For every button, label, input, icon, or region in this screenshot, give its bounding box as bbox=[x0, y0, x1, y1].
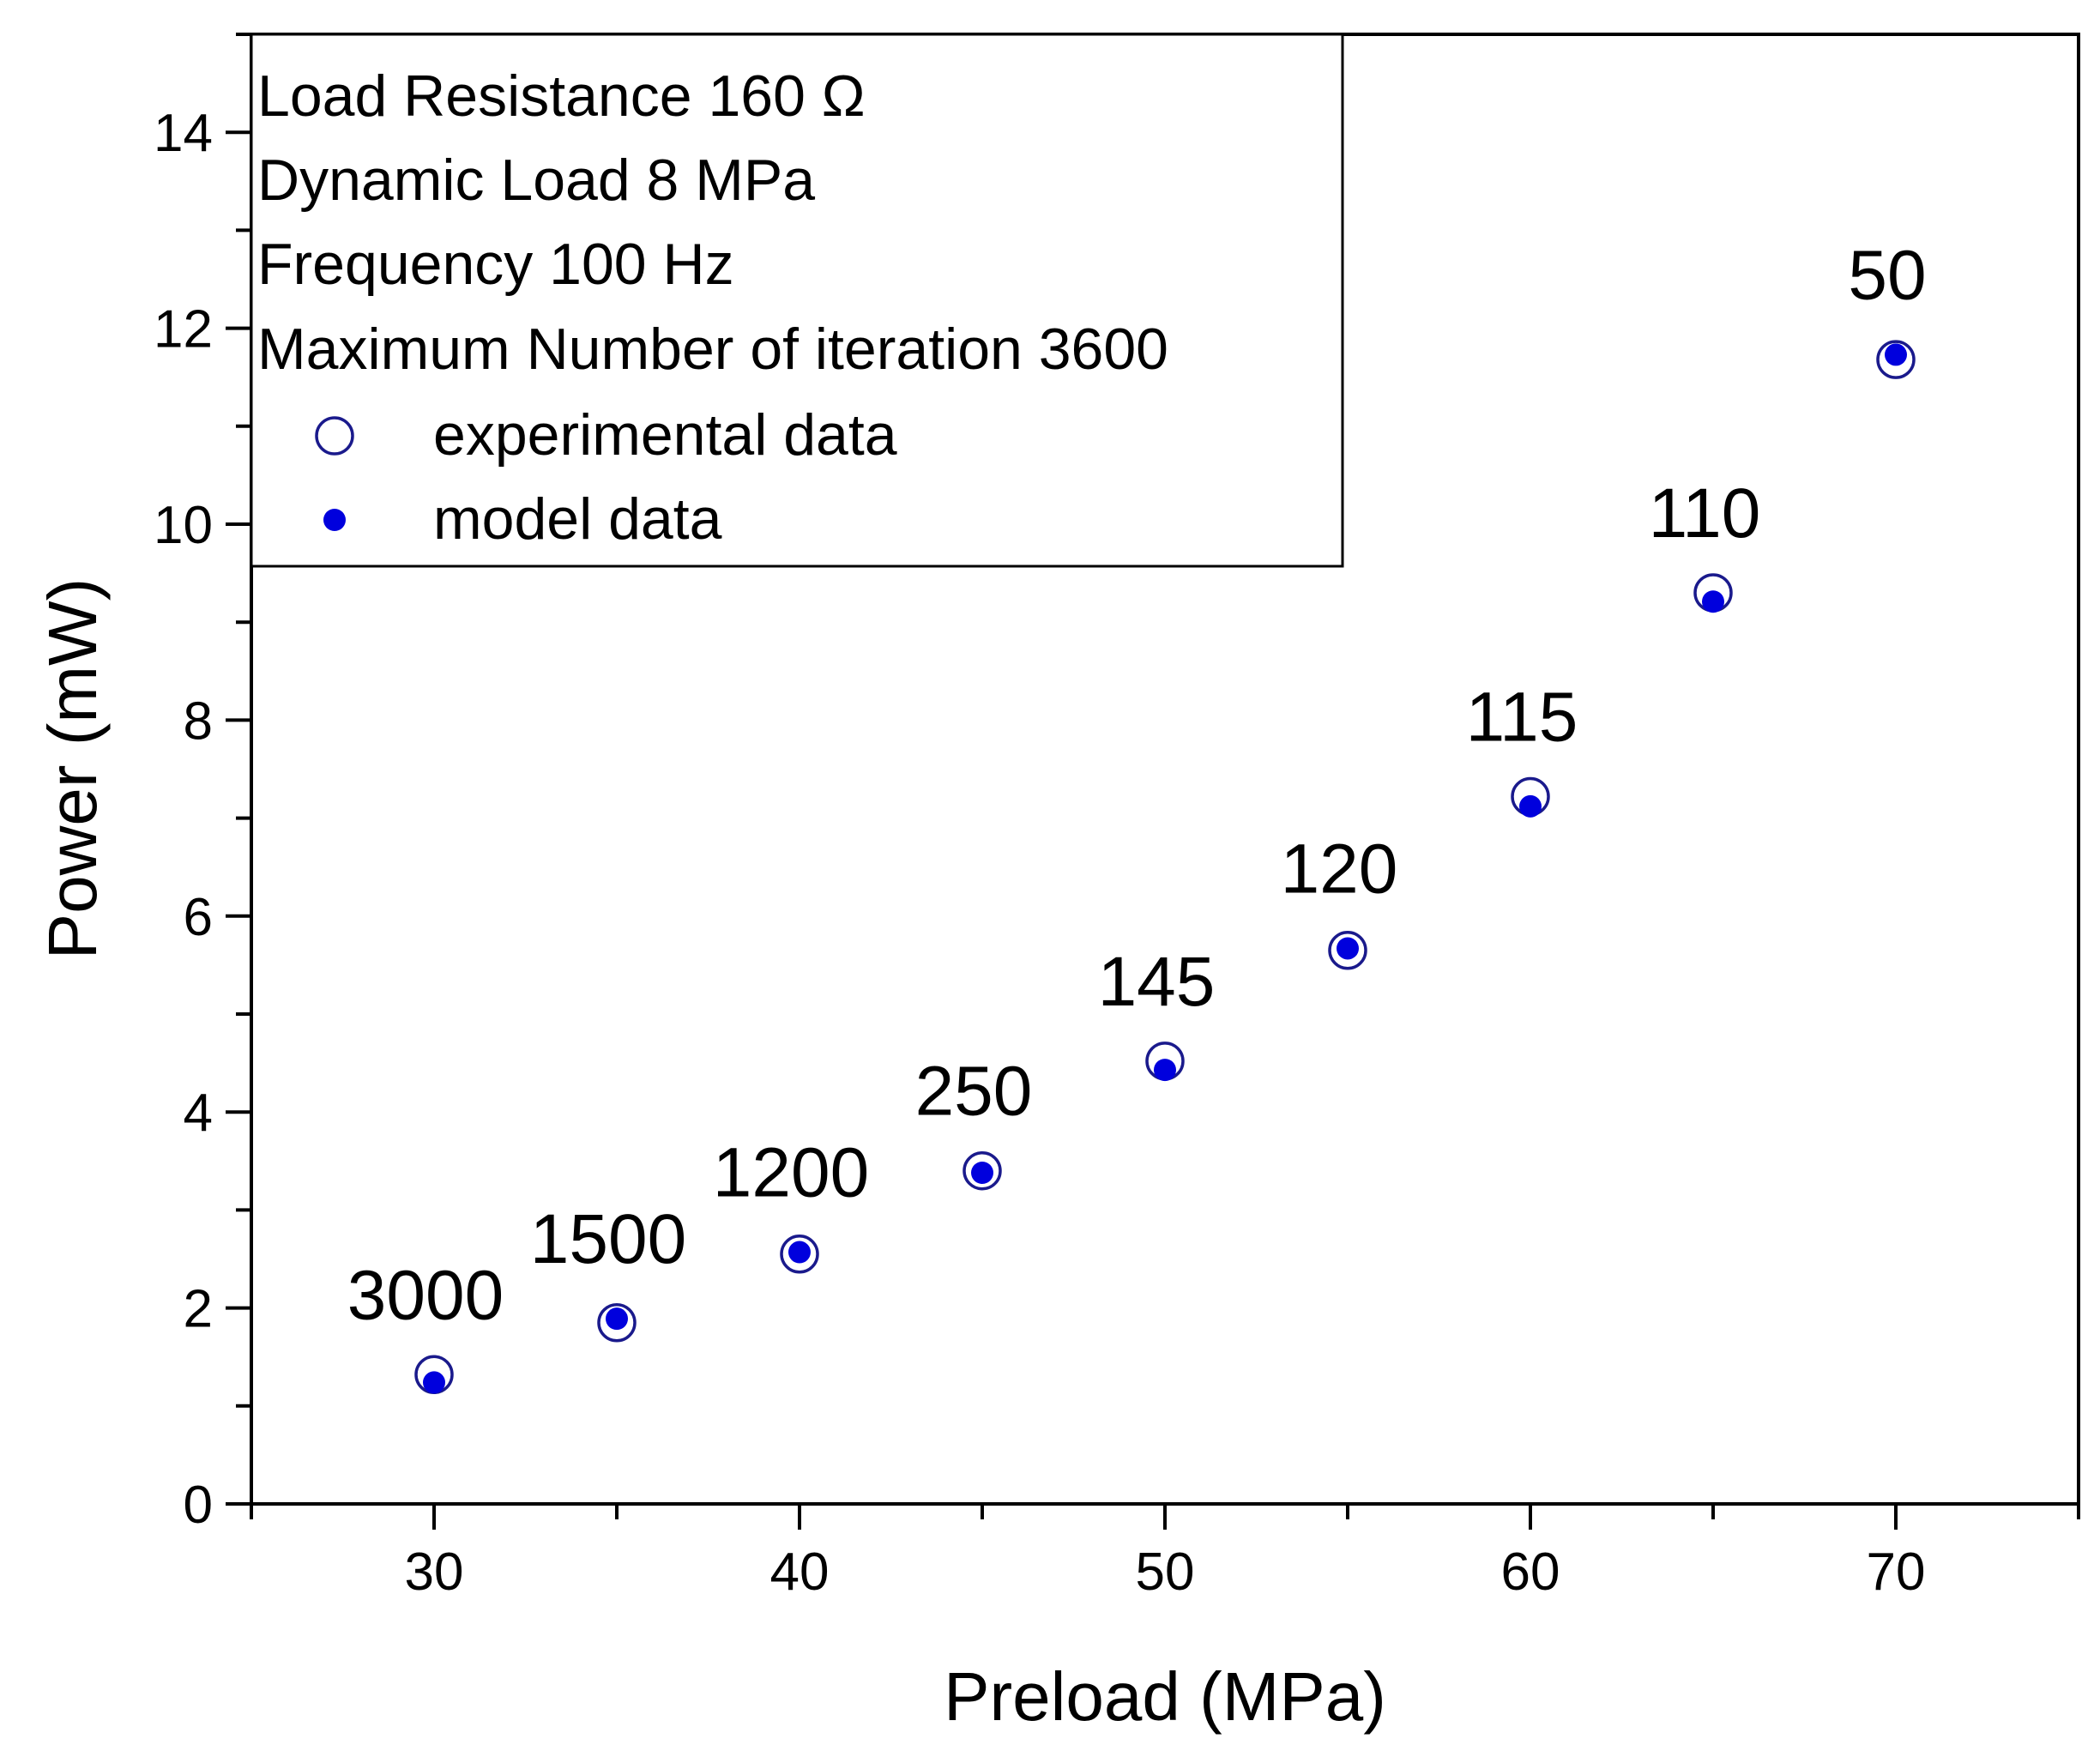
iteration-label: 115 bbox=[1466, 678, 1578, 756]
y-tick-label: 10 bbox=[154, 496, 213, 555]
experimental-point bbox=[962, 1150, 1002, 1191]
legend: Load Resistance 160 Ω Dynamic Load 8 MPa… bbox=[250, 33, 1344, 568]
iteration-label: 120 bbox=[1281, 830, 1398, 908]
y-tick-label: 14 bbox=[154, 104, 213, 163]
x-tick-label: 30 bbox=[405, 1543, 464, 1602]
legend-line-load-resistance: Load Resistance 160 Ω bbox=[257, 63, 866, 129]
iteration-label: 1200 bbox=[713, 1134, 869, 1212]
y-tick-label: 0 bbox=[184, 1476, 213, 1535]
legend-label-model: model data bbox=[433, 486, 722, 552]
iteration-label: 110 bbox=[1649, 474, 1761, 552]
model-point bbox=[1885, 343, 1907, 366]
y-tick-label: 8 bbox=[184, 691, 213, 751]
y-axis: 0 2 4 6 8 10 12 14 bbox=[154, 33, 251, 1535]
y-tick-label: 12 bbox=[154, 300, 213, 359]
model-point bbox=[1519, 794, 1542, 818]
model-point bbox=[606, 1307, 628, 1331]
iteration-label: 145 bbox=[1098, 943, 1216, 1021]
y-tick-label: 2 bbox=[184, 1280, 213, 1339]
y-tick-label: 6 bbox=[184, 888, 213, 947]
model-point bbox=[971, 1162, 993, 1185]
x-axis: 30 40 50 60 70 bbox=[250, 1504, 2080, 1602]
experimental-point bbox=[1876, 340, 1916, 379]
x-tick-label: 40 bbox=[770, 1543, 830, 1602]
legend-box bbox=[250, 33, 1344, 568]
legend-filled-circle-marker bbox=[323, 509, 346, 531]
x-axis-title: Preload (MPa) bbox=[944, 1658, 1386, 1735]
experimental-point bbox=[780, 1235, 819, 1274]
data-marks bbox=[414, 340, 1916, 1395]
model-point bbox=[1154, 1059, 1176, 1082]
iteration-label: 250 bbox=[915, 1053, 1033, 1131]
experimental-point bbox=[597, 1302, 637, 1343]
legend-open-circle-marker bbox=[315, 416, 354, 456]
x-tick-label: 70 bbox=[1867, 1543, 1926, 1602]
legend-line-frequency: Frequency 100 Hz bbox=[257, 232, 734, 297]
x-tick-label: 50 bbox=[1136, 1543, 1195, 1602]
legend-line-max-iterations: Maximum Number of iteration 3600 bbox=[257, 317, 1168, 382]
experimental-point bbox=[1328, 931, 1367, 970]
model-point bbox=[423, 1371, 445, 1394]
iteration-label: 50 bbox=[1848, 236, 1926, 314]
point-annotations: 3000 1500 1200 250 145 120 115 110 50 bbox=[347, 236, 1927, 1334]
x-tick-label: 60 bbox=[1501, 1543, 1560, 1602]
iteration-label: 3000 bbox=[347, 1256, 504, 1334]
iteration-label: 1500 bbox=[530, 1200, 686, 1278]
model-point bbox=[788, 1241, 811, 1264]
y-tick-label: 4 bbox=[184, 1084, 213, 1143]
y-axis-title: Power (mW) bbox=[34, 578, 111, 959]
legend-label-experimental: experimental data bbox=[433, 402, 897, 468]
model-point bbox=[1702, 590, 1724, 613]
model-point bbox=[1337, 937, 1359, 960]
legend-line-dynamic-load: Dynamic Load 8 MPa bbox=[257, 148, 815, 213]
